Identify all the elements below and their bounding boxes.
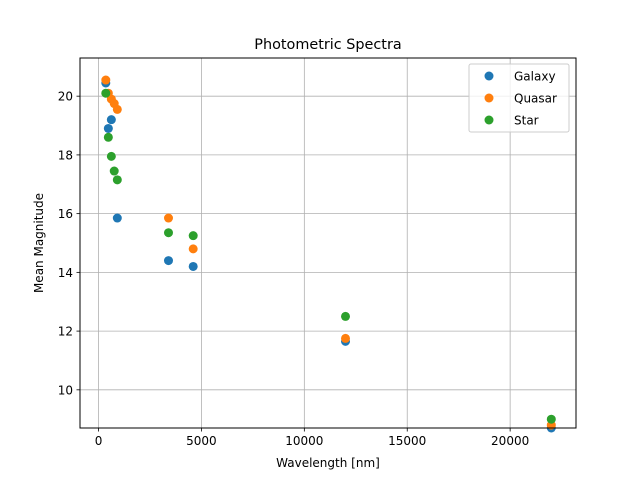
y-tick-label: 16 <box>58 207 73 221</box>
y-tick-label: 12 <box>58 325 73 339</box>
point-galaxy <box>106 115 116 125</box>
legend-entries: Galaxy Quasar Star <box>484 70 557 128</box>
x-axis-label: Wavelength [nm] <box>276 456 380 470</box>
x-tick-label: 15000 <box>388 434 426 448</box>
point-star <box>101 88 111 98</box>
y-tick-label: 10 <box>58 383 73 397</box>
data-points <box>101 75 556 433</box>
x-tick-label: 10000 <box>285 434 323 448</box>
axis-ticks: 0 5000 10000 15000 20000 10 12 14 16 18 20 <box>58 90 530 448</box>
point-galaxy <box>163 256 173 266</box>
point-quasar <box>163 213 173 223</box>
y-tick-label: 18 <box>58 148 73 162</box>
point-star <box>103 132 113 142</box>
point-quasar <box>188 244 198 254</box>
legend-label-quasar: Quasar <box>514 92 557 106</box>
x-tick-label: 0 <box>95 434 103 448</box>
legend-label-galaxy: Galaxy <box>514 70 556 84</box>
point-star <box>106 151 116 161</box>
point-star <box>546 414 556 424</box>
x-tick-label: 5000 <box>186 434 217 448</box>
point-quasar <box>340 333 350 343</box>
legend-box <box>468 63 570 133</box>
legend-marker-quasar <box>484 93 494 103</box>
legend-marker-galaxy <box>484 71 494 81</box>
point-galaxy <box>188 261 198 271</box>
point-star <box>188 231 198 241</box>
y-tick-label: 14 <box>58 266 73 280</box>
point-quasar <box>101 75 111 85</box>
legend: Galaxy Quasar Star <box>468 63 570 133</box>
chart-title: Photometric Spectra <box>254 37 401 53</box>
point-quasar <box>112 104 122 114</box>
y-tick-label: 20 <box>58 90 73 104</box>
point-star <box>109 166 119 176</box>
point-star <box>340 311 350 321</box>
legend-marker-star <box>484 115 494 125</box>
point-galaxy <box>103 123 113 133</box>
point-galaxy <box>112 213 122 223</box>
point-star <box>163 228 173 238</box>
x-tick-label: 20000 <box>491 434 529 448</box>
plot-frame <box>79 57 577 429</box>
point-star <box>112 175 122 185</box>
legend-label-star: Star <box>514 114 539 128</box>
y-axis-label: Mean Magnitude <box>32 193 46 293</box>
